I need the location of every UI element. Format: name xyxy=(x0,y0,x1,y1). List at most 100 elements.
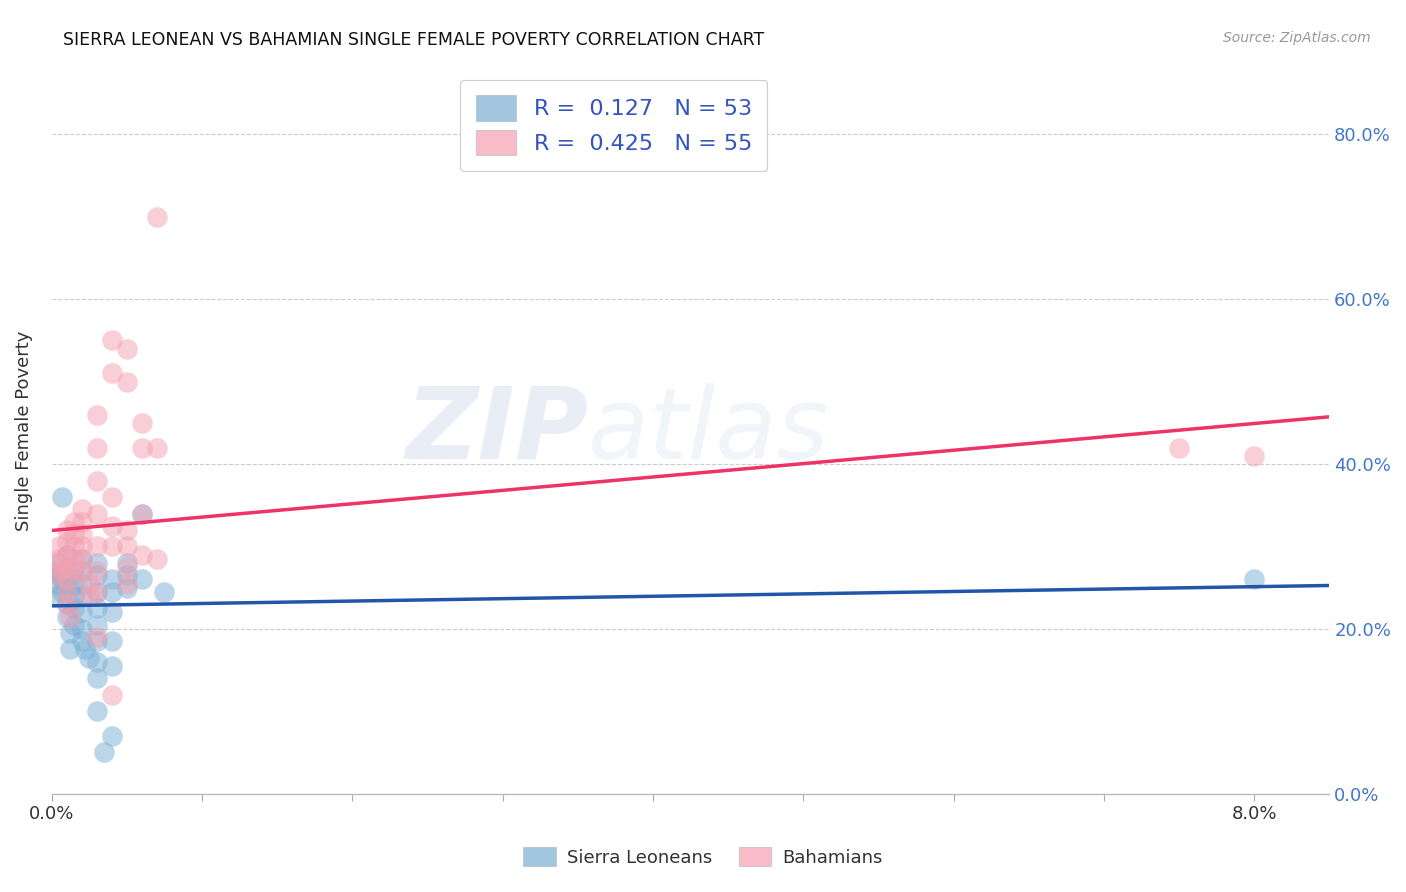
Point xyxy=(55,548,77,562)
Point xyxy=(51,573,73,587)
Point xyxy=(101,519,124,533)
Point xyxy=(1243,449,1265,463)
Point xyxy=(63,564,86,578)
Point xyxy=(101,540,124,554)
Point xyxy=(55,609,77,624)
Point xyxy=(146,210,169,224)
Point xyxy=(55,535,77,549)
Legend: Sierra Leoneans, Bahamians: Sierra Leoneans, Bahamians xyxy=(516,840,890,874)
Point xyxy=(70,502,93,516)
Point xyxy=(70,589,93,603)
Point xyxy=(86,540,108,554)
Point xyxy=(70,622,93,636)
Point xyxy=(86,601,108,615)
Point xyxy=(70,606,93,620)
Point xyxy=(86,584,108,599)
Point xyxy=(55,548,77,562)
Text: SIERRA LEONEAN VS BAHAMIAN SINGLE FEMALE POVERTY CORRELATION CHART: SIERRA LEONEAN VS BAHAMIAN SINGLE FEMALE… xyxy=(63,31,765,49)
Point xyxy=(63,589,86,603)
Point xyxy=(86,671,108,685)
Point xyxy=(51,490,73,504)
Point xyxy=(1243,573,1265,587)
Point xyxy=(86,617,108,632)
Legend: R =  0.127   N = 53, R =  0.425   N = 55: R = 0.127 N = 53, R = 0.425 N = 55 xyxy=(460,79,768,171)
Point xyxy=(70,576,93,591)
Point xyxy=(79,589,101,603)
Point xyxy=(86,408,108,422)
Point xyxy=(55,584,77,599)
Point xyxy=(73,642,96,657)
Point xyxy=(55,560,77,574)
Point xyxy=(63,551,86,566)
Point xyxy=(59,642,82,657)
Point xyxy=(86,474,108,488)
Point xyxy=(1168,441,1191,455)
Point xyxy=(131,548,153,562)
Point xyxy=(86,584,108,599)
Text: atlas: atlas xyxy=(588,383,830,480)
Point xyxy=(70,551,93,566)
Point xyxy=(115,568,138,582)
Point xyxy=(101,659,124,673)
Point xyxy=(70,527,93,541)
Point xyxy=(45,564,67,578)
Point xyxy=(86,704,108,718)
Point xyxy=(55,573,77,587)
Point xyxy=(101,584,124,599)
Point xyxy=(63,540,86,554)
Text: Source: ZipAtlas.com: Source: ZipAtlas.com xyxy=(1223,31,1371,45)
Point xyxy=(101,490,124,504)
Point xyxy=(55,584,77,599)
Point xyxy=(115,375,138,389)
Point xyxy=(86,556,108,570)
Point xyxy=(101,634,124,648)
Point xyxy=(86,634,108,648)
Point xyxy=(55,560,77,574)
Point xyxy=(55,597,77,611)
Point xyxy=(45,589,67,603)
Point xyxy=(48,568,70,582)
Point xyxy=(115,556,138,570)
Point xyxy=(86,441,108,455)
Point xyxy=(45,568,67,582)
Point xyxy=(55,597,77,611)
Point xyxy=(131,507,153,521)
Point xyxy=(115,342,138,356)
Point xyxy=(101,334,124,348)
Point xyxy=(63,601,86,615)
Point xyxy=(131,441,153,455)
Point xyxy=(115,576,138,591)
Point xyxy=(51,564,73,578)
Point xyxy=(101,688,124,702)
Point xyxy=(51,584,73,599)
Point xyxy=(101,729,124,743)
Point xyxy=(131,416,153,430)
Point xyxy=(79,650,101,665)
Point xyxy=(115,523,138,537)
Point xyxy=(93,746,115,760)
Point xyxy=(70,551,93,566)
Point xyxy=(153,584,176,599)
Point xyxy=(79,576,101,591)
Point xyxy=(48,540,70,554)
Point xyxy=(70,515,93,529)
Point xyxy=(115,540,138,554)
Point xyxy=(63,515,86,529)
Point xyxy=(59,609,82,624)
Point xyxy=(55,523,77,537)
Point xyxy=(146,441,169,455)
Point xyxy=(70,564,93,578)
Point xyxy=(86,630,108,644)
Point xyxy=(101,606,124,620)
Point xyxy=(59,626,82,640)
Point xyxy=(101,367,124,381)
Point xyxy=(131,507,153,521)
Point xyxy=(63,564,86,578)
Point xyxy=(70,634,93,648)
Point xyxy=(63,527,86,541)
Point xyxy=(45,556,67,570)
Point xyxy=(115,581,138,595)
Point xyxy=(45,576,67,591)
Point xyxy=(86,568,108,582)
Point xyxy=(48,551,70,566)
